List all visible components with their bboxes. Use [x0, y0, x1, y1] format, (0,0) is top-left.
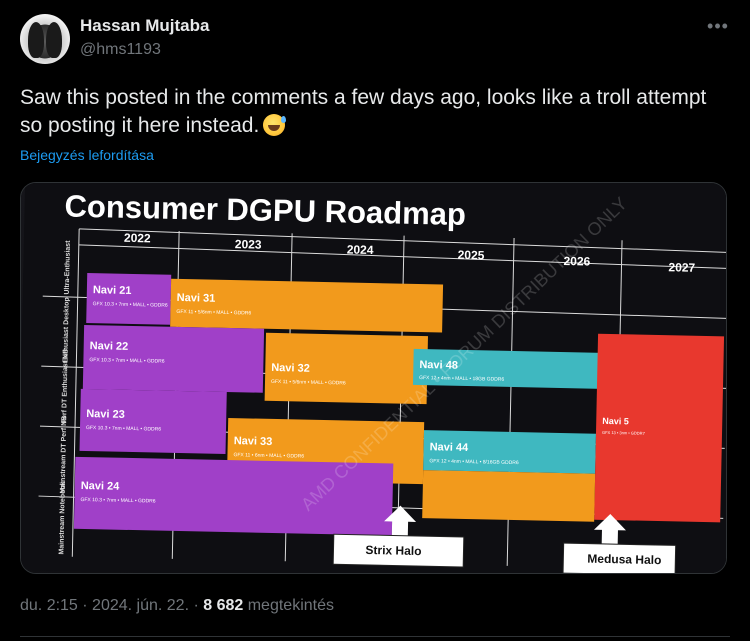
navi-22-block — [82, 324, 265, 393]
navi-5-block — [594, 333, 725, 523]
tweet-meta: du. 2:15 · 2024. jún. 22. · 8 682 megtek… — [20, 597, 334, 615]
block-name: Navi 32 — [271, 362, 310, 375]
tweet-time[interactable]: du. 2:15 — [20, 597, 78, 614]
row-label: Perf DT Enthusiast NB — [61, 349, 70, 424]
block-spec: GFX 12 • 4nm • MALL • 18GB GDDR6 — [419, 375, 504, 383]
block-spec: GFX 11 • 5/6nm • MALL • GDDR6 — [271, 379, 346, 387]
block-spec: GFX 10.3 • 7nm • MALL • GDDR6 — [86, 425, 161, 433]
block-name: Navi 31 — [177, 292, 216, 305]
meta-separator: · — [77, 597, 93, 614]
row-label: Mainstream Notebook — [58, 481, 67, 554]
block-spec: GFX 13 • 3nm • GDDR7 — [602, 430, 646, 436]
block-name: Navi 44 — [430, 441, 470, 454]
year-label: 2027 — [668, 260, 695, 275]
navi-24-block — [73, 456, 394, 536]
tweet-media-image[interactable]: Consumer DGPU Roadmap 2022 2023 2024 202… — [20, 182, 727, 574]
roadmap-photo: Consumer DGPU Roadmap 2022 2023 2024 202… — [21, 183, 726, 573]
block-spec: GFX 10.3 • 7nm • MALL • GDDR6 — [80, 497, 155, 505]
tweet-text: Saw this posted in the comments a few da… — [20, 84, 720, 140]
navi-23-block — [79, 388, 227, 454]
block-name: Navi 24 — [81, 480, 121, 493]
arrow-label: Medusa Halo — [587, 552, 661, 568]
tweet-date[interactable]: 2024. jún. 22. — [92, 597, 190, 614]
views-label: megtekintés — [243, 597, 334, 614]
divider — [20, 636, 730, 637]
navi-31-block — [170, 278, 444, 333]
row-label: Enthusiast Desktop — [62, 297, 70, 362]
views-count: 8 682 — [203, 597, 244, 614]
orange-extension-block — [422, 470, 596, 522]
navi-21-block — [86, 273, 172, 325]
block-name: Navi 21 — [93, 284, 132, 297]
row-label: Ultra-Enthusiast — [64, 240, 72, 295]
year-label: 2026 — [563, 254, 590, 269]
arrow-label: Strix Halo — [365, 543, 421, 558]
row-label: Mainstream DT Perf NB — [60, 416, 69, 494]
year-label: 2025 — [458, 248, 485, 263]
block-name: Navi 48 — [419, 359, 458, 372]
block-spec: GFX 10.3 • 7nm • MALL • GDDR6 — [93, 301, 168, 309]
navi-48-block — [412, 348, 602, 389]
up-arrow-icon — [384, 505, 626, 545]
author-handle[interactable]: @hms1193 — [80, 41, 161, 58]
block-spec: GFX 12 • 4nm • MALL • 8/16GB GDDR6 — [429, 458, 519, 466]
sweat-smile-emoji-icon — [263, 114, 287, 136]
block-spec: GFX 11 • 6nm • MALL • GDDR6 — [233, 452, 304, 459]
block-spec: GFX 11 • 5/6nm • MALL • GDDR6 — [176, 309, 251, 317]
slide-title: Consumer DGPU Roadmap — [64, 189, 466, 232]
block-name: Navi 22 — [90, 340, 129, 353]
avatar[interactable] — [20, 14, 70, 64]
more-options-button[interactable]: ••• — [706, 14, 730, 38]
navi-32-block — [264, 332, 428, 405]
year-label: 2024 — [347, 242, 374, 257]
navi-44-block — [423, 430, 596, 474]
year-label: 2022 — [124, 231, 151, 246]
author-display-name[interactable]: Hassan Mujtaba — [80, 16, 210, 35]
tweet-body: Saw this posted in the comments a few da… — [20, 86, 707, 137]
meta-separator: · — [189, 597, 204, 614]
block-name: Navi 23 — [86, 408, 125, 421]
block-name: Navi 33 — [234, 435, 273, 448]
ellipsis-icon: ••• — [707, 16, 729, 36]
block-name: Navi 5 — [602, 416, 629, 427]
translate-post-link[interactable]: Bejegyzés lefordítása — [20, 147, 154, 163]
block-spec: GFX 10.3 • 7nm • MALL • GDDR6 — [89, 357, 164, 365]
year-label: 2023 — [235, 237, 262, 252]
